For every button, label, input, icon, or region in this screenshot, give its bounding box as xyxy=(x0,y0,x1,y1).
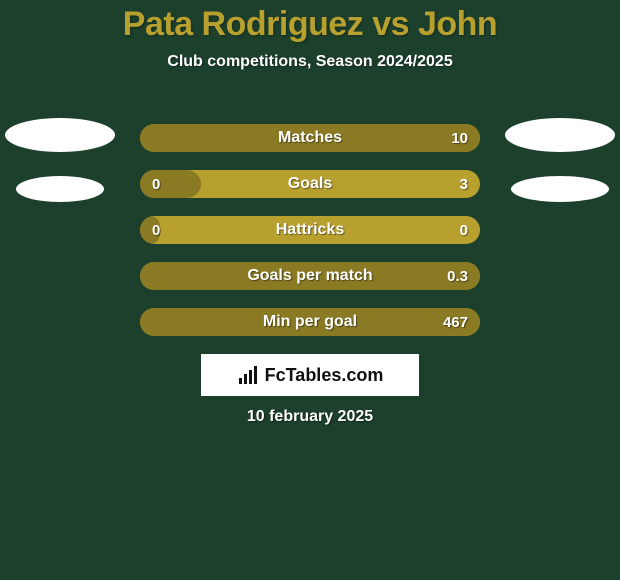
stat-row-left-value: 0 xyxy=(152,170,160,198)
stat-row: Goals0 3 xyxy=(140,170,480,198)
stat-row-label: Min per goal xyxy=(140,308,480,336)
stat-row: Matches10 xyxy=(140,124,480,152)
chart-icon xyxy=(237,366,259,384)
stat-row: Goals per match0.3 xyxy=(140,262,480,290)
logo-box: FcTables.com xyxy=(201,354,419,396)
left-ellipse-group xyxy=(0,118,120,222)
logo-text: FcTables.com xyxy=(265,365,384,386)
date-line: 10 february 2025 xyxy=(0,408,620,426)
stat-row: Hattricks0 0 xyxy=(140,216,480,244)
stats-bars: Matches10Goals03Hattricks00Goals per mat… xyxy=(140,124,480,354)
stat-row-right-value: 467 xyxy=(443,308,468,336)
left-ellipse-2 xyxy=(16,176,104,202)
stat-row-left-value: 0 xyxy=(152,216,160,244)
right-ellipse-group xyxy=(500,118,620,222)
right-ellipse-2 xyxy=(511,176,609,202)
stat-row-right-value: 10 xyxy=(451,124,468,152)
page-root: Pata Rodriguez vs John Club competitions… xyxy=(0,0,620,580)
page-title: Pata Rodriguez vs John xyxy=(0,0,620,43)
stat-row-right-value: 3 xyxy=(460,170,468,198)
stat-row-right-value: 0 xyxy=(460,216,468,244)
subtitle: Club competitions, Season 2024/2025 xyxy=(0,53,620,71)
right-ellipse-1 xyxy=(505,118,615,152)
left-ellipse-1 xyxy=(5,118,115,152)
stat-row-label: Goals xyxy=(140,170,480,198)
stat-row-right-value: 0.3 xyxy=(447,262,468,290)
stat-row-label: Goals per match xyxy=(140,262,480,290)
stat-row-label: Matches xyxy=(140,124,480,152)
stat-row-label: Hattricks xyxy=(140,216,480,244)
stat-row: Min per goal467 xyxy=(140,308,480,336)
